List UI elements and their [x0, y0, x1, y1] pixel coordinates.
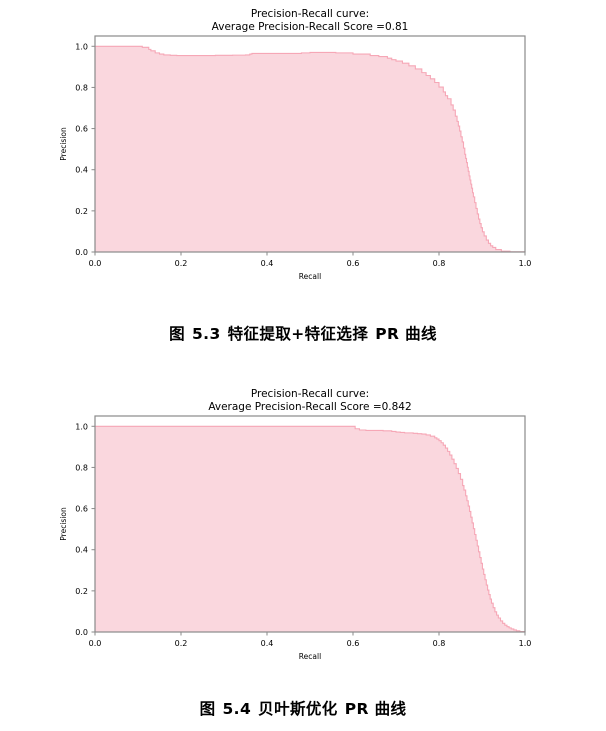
y-tick-label: 0.8 — [75, 463, 88, 472]
pr-curve-line — [95, 425, 526, 633]
x-tick-label: 0.4 — [261, 259, 274, 268]
y-tick-label: 0.6 — [75, 125, 88, 134]
pr-curve-area — [95, 426, 525, 632]
x-tick-label: 0.6 — [347, 259, 360, 268]
y-tick-label: 1.0 — [75, 422, 88, 431]
caption-label-2: 图 — [199, 700, 216, 718]
x-axis-label: Recall — [299, 272, 321, 281]
x-tick-label: 0.4 — [261, 639, 274, 648]
y-axis-label: Precision — [59, 127, 68, 161]
x-tick-label: 0.8 — [433, 259, 446, 268]
x-tick-label: 1.0 — [519, 259, 532, 268]
pr-curve-chart-1: Precision-Recall curve: Average Precision… — [0, 0, 606, 290]
figure-block-2: Precision-Recall curve: Average Precision… — [0, 380, 606, 680]
x-tick-label: 0.8 — [433, 639, 446, 648]
x-tick-label: 0.0 — [89, 639, 102, 648]
chart-title-line2: Average Precision-Recall Score =0.842 — [208, 401, 411, 413]
caption-suffix-1: PR 曲线 — [375, 325, 437, 343]
x-tick-label: 0.6 — [347, 639, 360, 648]
caption-label-1: 图 — [169, 325, 185, 343]
pr-curve-area — [95, 46, 525, 253]
y-tick-label: 0.4 — [75, 166, 88, 175]
y-tick-label: 1.0 — [75, 42, 88, 51]
y-tick-label: 0.2 — [75, 207, 88, 216]
pr-curve-chart-2: Precision-Recall curve: Average Precision… — [0, 380, 606, 670]
pr-curve-svg-2: Precision-Recall curve:Average Precision… — [59, 388, 532, 661]
figure-caption-1: 图 5.3 特征提取+特征选择 PR 曲线 — [0, 322, 606, 344]
y-tick-label: 0.2 — [75, 587, 88, 596]
x-axis-label: Recall — [299, 652, 321, 661]
y-tick-label: 0.8 — [75, 83, 88, 92]
plot-frame — [94, 35, 526, 253]
plot-frame — [94, 415, 526, 633]
chart-title-line1: Precision-Recall curve: — [251, 388, 369, 400]
y-tick-label: 0.0 — [75, 628, 88, 637]
y-tick-label: 0.6 — [75, 505, 88, 514]
pr-curve-svg-1: Precision-Recall curve:Average Precision… — [59, 8, 532, 281]
figure-caption-2: 图 5.4 贝叶斯优化 PR 曲线 — [0, 697, 606, 719]
y-axis-label: Precision — [59, 507, 68, 541]
caption-text-2: 贝叶斯优化 — [258, 700, 338, 718]
x-tick-label: 0.2 — [175, 639, 188, 648]
chart-title-line1: Precision-Recall curve: — [251, 8, 369, 20]
caption-suffix-2: PR 曲线 — [344, 700, 407, 718]
y-tick-label: 0.4 — [75, 546, 88, 555]
figure-block-1: Precision-Recall curve: Average Precision… — [0, 0, 606, 300]
caption-text-1: 特征提取+特征选择 — [227, 325, 369, 343]
pr-curve-line — [95, 45, 526, 253]
x-tick-label: 0.2 — [175, 259, 188, 268]
chart-title-line2: Average Precision-Recall Score =0.81 — [212, 21, 409, 33]
caption-number-1: 5.3 — [191, 325, 221, 343]
x-tick-label: 1.0 — [519, 639, 532, 648]
caption-number-2: 5.4 — [222, 700, 252, 718]
y-tick-label: 0.0 — [75, 248, 88, 257]
x-tick-label: 0.0 — [89, 259, 102, 268]
